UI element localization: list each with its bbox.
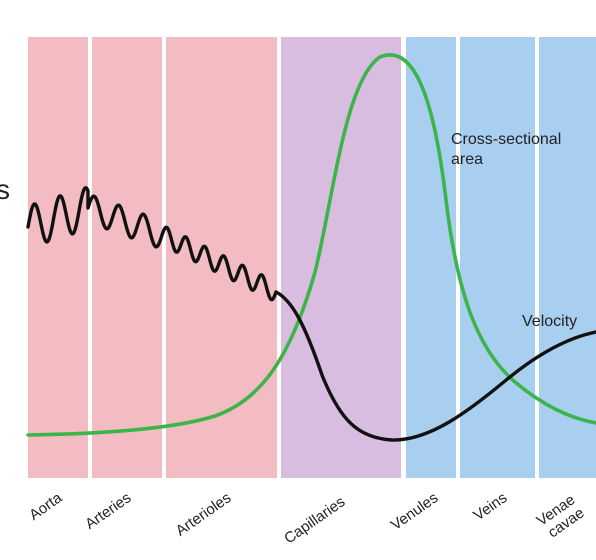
vessel-region-bands (28, 37, 596, 478)
vessel-label-capillaries: Capillaries (281, 493, 348, 547)
arterial-region-band (28, 37, 279, 478)
vessel-dividers (88, 37, 539, 478)
vessel-label-veins: Veins (470, 489, 510, 524)
vessel-label-arteries: Arteries (82, 489, 134, 533)
vessel-label-aorta: Aorta (26, 489, 66, 524)
vessel-divider-line (401, 37, 406, 478)
capillary-region-band (279, 37, 401, 478)
cropped-text-fragment: s (0, 174, 10, 205)
vessel-label-line: Arteries (82, 489, 134, 533)
vessel-label-venae-cavae: Venaecavae (534, 491, 588, 542)
vessel-label-line: Capillaries (281, 493, 348, 547)
vessel-labels: Aorta Arteries Arterioles Capillaries Venule… (26, 489, 587, 547)
vessel-label-line: Aorta (26, 489, 66, 524)
vessel-label-line: Venules (388, 489, 441, 534)
vessel-divider-line (456, 37, 460, 478)
venous-region-band (401, 37, 596, 478)
cross-sectional-area-label-line-1: Cross-sectional (451, 131, 561, 148)
vessel-divider-line (162, 37, 166, 478)
velocity-label: Velocity (522, 313, 577, 330)
velocity-curve (26, 186, 596, 442)
vessel-label-venules: Venules (388, 489, 441, 534)
vessel-divider-line (535, 37, 539, 478)
vessel-divider-line (88, 37, 92, 478)
cross-sectional-area-curve (26, 53, 596, 437)
vessel-label-line: Veins (470, 489, 510, 524)
cross-sectional-area-label-line-2: area (451, 151, 483, 168)
vessel-label-line: Arterioles (173, 489, 235, 539)
vessel-divider-line (277, 37, 281, 478)
cross-sectional-area-label: Cross-sectional area (451, 131, 566, 168)
vessel-label-arterioles: Arterioles (173, 489, 235, 539)
